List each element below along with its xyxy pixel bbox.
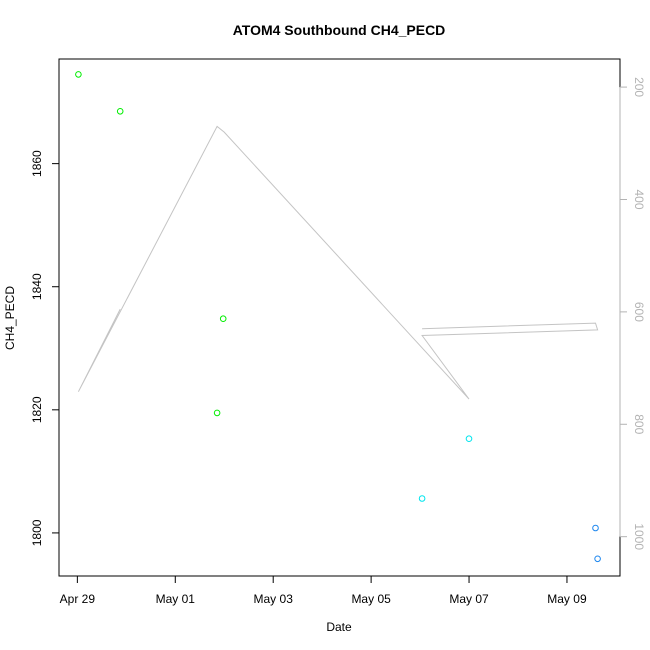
y2-tick-label: 1000 [632, 523, 646, 550]
data-point [213, 409, 221, 417]
data-point [116, 108, 124, 115]
chart-title: ATOM4 Southbound CH4_PECD [233, 22, 446, 38]
x-axis: Apr 29 May 01 May 03 May 05 May 07 May 09 [60, 575, 587, 606]
y-axis-label: CH4_PECD [3, 286, 17, 350]
y-axis: 1800 1820 1840 1860 [30, 150, 60, 546]
y-tick-label: 1800 [30, 519, 44, 546]
x-tick-label: May 07 [449, 592, 489, 606]
data-point [465, 435, 473, 443]
data-point [219, 315, 227, 323]
data-point [418, 495, 426, 502]
y2-tick-label: 800 [632, 414, 646, 434]
altitude-track-line [77, 125, 599, 400]
x-tick-label: May 05 [351, 592, 391, 606]
data-point [594, 555, 601, 563]
y2-tick-label: 200 [632, 77, 646, 97]
y-tick-label: 1820 [30, 396, 44, 423]
x-axis-label: Date [326, 620, 352, 634]
x-tick-label: Apr 29 [60, 592, 96, 606]
x-tick-label: May 09 [547, 592, 587, 606]
y-tick-label: 1860 [30, 150, 44, 177]
data-point [592, 524, 599, 532]
y2-axis: 200 400 600 800 1000 [619, 77, 646, 550]
y-tick-label: 1840 [30, 273, 44, 300]
data-points-layer [75, 71, 601, 563]
x-tick-label: May 01 [156, 592, 196, 606]
data-point [75, 71, 82, 78]
plot-frame [58, 58, 621, 577]
x-tick-label: May 03 [254, 592, 294, 606]
altitude-track-layer [77, 125, 599, 400]
y2-tick-label: 400 [632, 189, 646, 209]
y2-tick-label: 600 [632, 302, 646, 322]
